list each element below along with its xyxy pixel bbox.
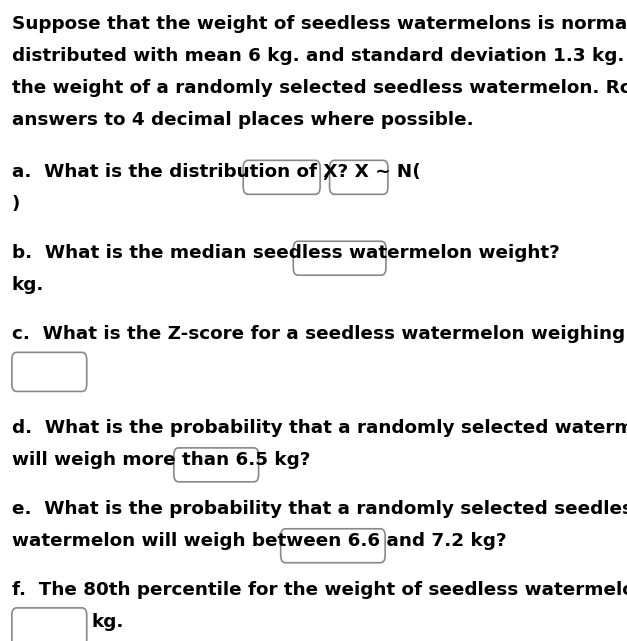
FancyBboxPatch shape — [293, 241, 386, 275]
Text: kg.: kg. — [12, 276, 44, 294]
Text: d.  What is the probability that a randomly selected watermelon: d. What is the probability that a random… — [12, 419, 627, 437]
FancyBboxPatch shape — [330, 160, 388, 194]
Text: ,: , — [322, 163, 329, 181]
Text: kg.: kg. — [92, 613, 124, 631]
FancyBboxPatch shape — [281, 529, 385, 563]
Text: f.  The 80th percentile for the weight of seedless watermelons is: f. The 80th percentile for the weight of… — [12, 581, 627, 599]
Text: distributed with mean 6 kg. and standard deviation 1.3 kg. Let X be: distributed with mean 6 kg. and standard… — [12, 47, 627, 65]
Text: ): ) — [12, 196, 20, 213]
Text: a.  What is the distribution of X? X ∼ N(: a. What is the distribution of X? X ∼ N( — [12, 163, 421, 181]
FancyBboxPatch shape — [174, 448, 258, 482]
Text: b.  What is the median seedless watermelon weight?: b. What is the median seedless watermelo… — [12, 244, 560, 262]
Text: will weigh more than 6.5 kg?: will weigh more than 6.5 kg? — [12, 451, 310, 469]
Text: the weight of a randomly selected seedless watermelon. Round all: the weight of a randomly selected seedle… — [12, 79, 627, 97]
FancyBboxPatch shape — [12, 608, 87, 641]
Text: e.  What is the probability that a randomly selected seedless: e. What is the probability that a random… — [12, 500, 627, 518]
Text: answers to 4 decimal places where possible.: answers to 4 decimal places where possib… — [12, 112, 473, 129]
FancyBboxPatch shape — [243, 160, 320, 194]
Text: watermelon will weigh between 6.6 and 7.2 kg?: watermelon will weigh between 6.6 and 7.… — [12, 532, 507, 550]
FancyBboxPatch shape — [12, 353, 87, 392]
Text: c.  What is the Z-score for a seedless watermelon weighing 7.3 kg?: c. What is the Z-score for a seedless wa… — [12, 325, 627, 343]
Text: Suppose that the weight of seedless watermelons is normally: Suppose that the weight of seedless wate… — [12, 15, 627, 33]
